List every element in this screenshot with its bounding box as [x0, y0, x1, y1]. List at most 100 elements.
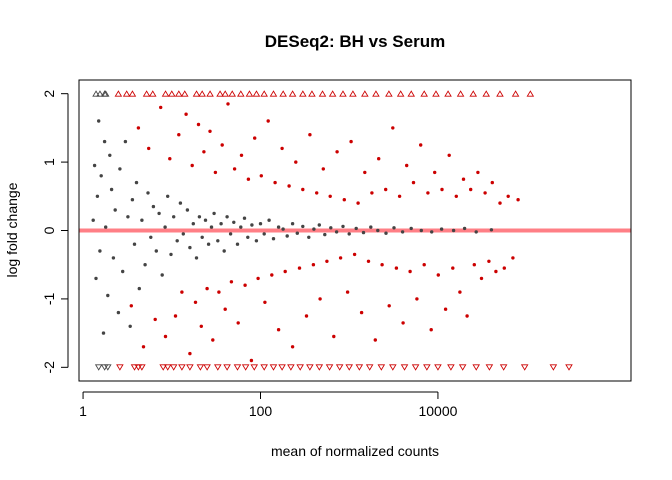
non-significant-gene-point: [140, 218, 144, 222]
capped-significant-point: [178, 364, 186, 371]
non-significant-gene-point: [91, 218, 95, 222]
non-significant-gene-point: [489, 228, 494, 232]
significant-gene-point: [315, 191, 319, 195]
significant-gene-point: [236, 321, 240, 325]
capped-significant-point: [335, 364, 344, 371]
non-significant-gene-point: [209, 225, 214, 229]
non-significant-gene-point: [172, 215, 176, 219]
non-significant-gene-point: [369, 225, 373, 229]
significant-gene-point: [243, 283, 247, 287]
significant-gene-point: [280, 146, 284, 151]
significant-gene-point: [304, 314, 309, 318]
non-significant-gene-point: [126, 215, 130, 219]
significant-gene-point: [502, 266, 506, 270]
capped-significant-point: [456, 90, 465, 97]
non-significant-gene-point: [451, 228, 456, 233]
y-axis: -2 -1 0 1 2: [41, 90, 69, 374]
non-significant-gene-point: [392, 226, 396, 230]
capped-significant-point: [469, 90, 478, 97]
non-significant-gene-point: [108, 153, 112, 157]
significant-gene-point: [440, 187, 444, 192]
capped-significant-point: [278, 364, 286, 371]
significant-gene-point: [321, 167, 325, 171]
capped-significant-point: [526, 90, 535, 97]
non-significant-gene-point: [347, 232, 351, 236]
significant-gene-point: [405, 163, 409, 168]
significant-gene-point: [419, 143, 423, 147]
significant-gene-point: [287, 184, 291, 188]
x-axis-label: mean of normalized counts: [271, 443, 439, 459]
significant-gene-point: [454, 194, 458, 198]
significant-gene-point: [487, 259, 491, 263]
capped-significant-point: [196, 364, 205, 371]
capped-significant-point: [308, 90, 316, 97]
capped-significant-point: [163, 364, 172, 371]
capped-significant-point: [138, 364, 146, 371]
capped-significant-point: [377, 364, 386, 371]
capped-significant-point: [549, 364, 558, 371]
significant-gene-point: [363, 170, 367, 175]
capped-significant-point: [434, 364, 442, 371]
significant-gene-point: [429, 328, 433, 332]
significant-gene-point: [380, 263, 384, 267]
non-significant-gene-point: [212, 211, 216, 216]
non-significant-gene-point: [197, 215, 202, 219]
capped-significant-point: [203, 364, 211, 371]
non-significant-gene-point: [206, 242, 211, 246]
capped-significant-point: [228, 90, 237, 97]
non-significant-gene-point: [290, 222, 295, 226]
significant-gene-point: [451, 266, 455, 270]
significant-gene-point: [377, 157, 381, 161]
non-significant-gene-point: [111, 256, 116, 260]
y-tick-label: -1: [41, 292, 57, 305]
capped-significant-point: [511, 90, 520, 97]
significant-gene-point: [516, 198, 520, 202]
capped-significant-point: [306, 364, 314, 371]
capped-significant-point: [186, 364, 194, 371]
non-significant-gene-point: [166, 194, 170, 198]
non-significant-gene-point: [106, 293, 110, 298]
non-significant-gene-point: [222, 249, 226, 253]
significant-gene-point: [511, 256, 515, 260]
capped-significant-point: [339, 90, 347, 97]
non-significant-gene-point: [143, 263, 147, 267]
non-significant-gene-point: [276, 225, 281, 229]
significant-gene-point: [153, 317, 157, 322]
capped-significant-point: [223, 364, 231, 371]
non-significant-gene-point: [462, 226, 467, 231]
capped-significant-point: [447, 364, 455, 371]
capped-significant-point: [299, 90, 307, 97]
non-significant-gene-point: [216, 239, 220, 243]
non-significant-gene-point: [94, 276, 98, 281]
significant-gene-point: [220, 143, 224, 147]
significant-gene-point: [177, 133, 181, 137]
significant-gene-point: [359, 310, 364, 315]
non-significant-gene-point: [194, 256, 199, 260]
y-tick-label: 2: [41, 90, 57, 98]
capped-significant-point: [400, 364, 409, 371]
significant-gene-point: [328, 194, 332, 198]
capped-significant-point: [245, 90, 254, 97]
non-significant-gene-point: [157, 211, 161, 216]
capped-significant-point: [233, 364, 242, 371]
significant-gene-point: [141, 345, 146, 349]
significant-gene-point: [263, 300, 267, 304]
significant-gene-point: [465, 314, 469, 318]
significant-gene-point: [188, 351, 192, 356]
capped-significant-point: [180, 90, 189, 97]
capped-significant-point: [458, 364, 467, 371]
capped-significant-point: [260, 90, 268, 97]
capped-significant-point: [167, 90, 176, 97]
capped-significant-point: [161, 90, 170, 97]
non-significant-gene-point: [400, 230, 405, 234]
non-significant-gene-point: [232, 220, 236, 224]
capped-significant-point: [198, 90, 206, 97]
significant-gene-point: [490, 180, 494, 185]
non-significant-gene-point: [285, 234, 289, 238]
significant-gene-point: [205, 286, 209, 291]
non-significant-gene-point: [258, 222, 263, 226]
significant-gene-point: [433, 170, 437, 175]
non-significant-gene-point: [188, 245, 192, 250]
non-significant-gene-point: [376, 228, 380, 233]
